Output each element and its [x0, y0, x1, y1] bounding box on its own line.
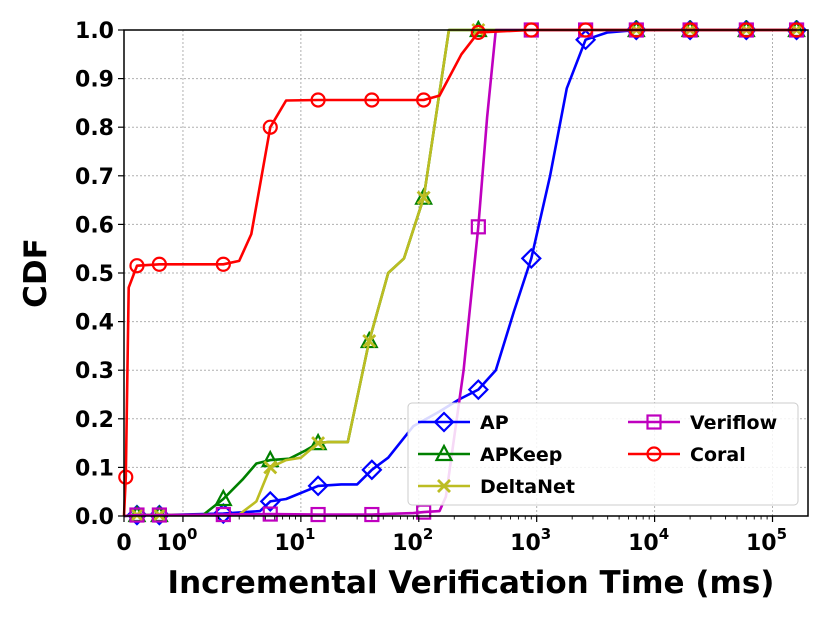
x-tick-label: 105 — [746, 525, 787, 556]
coral-circle-marker — [118, 469, 134, 485]
legend-label-coral: Coral — [690, 444, 746, 466]
y-tick-label: 0.5 — [75, 262, 114, 287]
legend-label-veriflow: Veriflow — [690, 412, 777, 434]
ap-diamond-marker — [467, 379, 489, 401]
legend-square-marker — [646, 414, 662, 430]
x-tick-label: 102 — [392, 525, 433, 556]
y-tick-label: 0.2 — [75, 408, 114, 433]
deltanet-x-marker — [263, 460, 278, 475]
apkeep-triangle-marker — [213, 488, 233, 507]
veriflow-square-marker — [215, 506, 231, 523]
veriflow-square-marker — [416, 504, 432, 520]
veriflow-square-marker — [470, 219, 486, 235]
legend-label-apkeep: APKeep — [480, 444, 562, 466]
legend-circle-marker — [646, 446, 662, 462]
apkeep-triangle-marker — [414, 187, 433, 205]
x-tick-label: 101 — [274, 525, 315, 556]
coral-circle-marker — [262, 119, 278, 135]
legend-triangle-marker — [434, 443, 454, 462]
y-tick-label: 0.0 — [75, 505, 114, 530]
y-axis-ticks: 0.0 0.1 0.2 0.3 0.4 0.5 0.6 0.7 0.8 0.9 1.0 — [75, 19, 124, 530]
series-line-coral — [122, 28, 797, 517]
x-axis-ticks: 0 100 101 102 103 104 105 — [116, 516, 787, 556]
x-tick-label: 100 — [156, 525, 197, 556]
x-tick-label: 0 — [116, 531, 131, 556]
y-tick-label: 0.8 — [75, 116, 114, 141]
legend-box — [407, 402, 799, 506]
legend: AP APKeep DeltaNet Veriflow Coral — [407, 402, 799, 506]
ap-diamond-marker — [259, 490, 281, 512]
deltanet-x-marker — [311, 436, 326, 451]
y-tick-label: 0.3 — [75, 359, 114, 384]
legend-x-marker — [437, 479, 451, 493]
veriflow-square-marker — [129, 507, 145, 523]
legend-item-apkeep: APKeep — [418, 443, 562, 466]
coral-circle-marker — [364, 92, 380, 108]
y-tick-label: 0.7 — [75, 165, 114, 190]
legend-item-deltanet: DeltaNet — [418, 476, 575, 498]
ap-diamond-marker — [361, 459, 383, 481]
ap-diamond-marker — [520, 247, 542, 269]
legend-item-ap: AP — [418, 411, 509, 434]
veriflow-square-marker — [364, 506, 380, 523]
coral-circle-marker — [129, 258, 145, 274]
legend-item-veriflow: Veriflow — [628, 412, 777, 434]
y-tick-label: 0.6 — [75, 213, 114, 238]
legend-diamond-marker — [433, 411, 455, 433]
x-tick-label: 103 — [510, 525, 551, 556]
deltanet-x-marker — [416, 190, 431, 205]
coral-circle-marker — [151, 256, 167, 272]
y-tick-label: 0.4 — [75, 311, 114, 336]
veriflow-square-marker — [310, 506, 326, 523]
y-tick-label: 0.1 — [75, 456, 114, 481]
coral-circle-marker — [310, 92, 326, 108]
x-tick-label: 104 — [628, 525, 669, 556]
legend-label-ap: AP — [480, 412, 509, 434]
y-tick-label: 0.9 — [75, 68, 114, 93]
x-axis-title: Incremental Verification Time (ms) — [168, 565, 775, 601]
y-tick-label: 1.0 — [75, 19, 114, 44]
legend-item-coral: Coral — [628, 444, 746, 466]
legend-label-deltanet: DeltaNet — [480, 476, 575, 498]
veriflow-square-marker — [151, 507, 167, 523]
ap-diamond-marker — [307, 475, 329, 497]
veriflow-square-marker — [262, 506, 278, 522]
deltanet-x-marker — [362, 334, 377, 349]
coral-circle-marker — [215, 256, 231, 272]
y-axis-title: CDF — [18, 238, 54, 308]
coral-circle-marker — [416, 92, 432, 108]
coral-circle-marker — [470, 24, 486, 41]
